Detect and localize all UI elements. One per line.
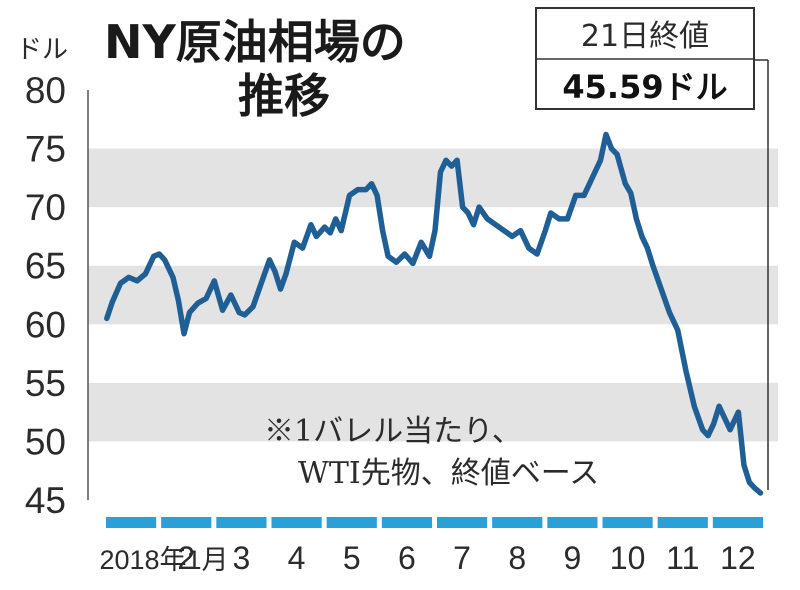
callout-value: 45.59ドル [562,68,727,106]
y-axis-tick-labels: 45 50 55 60 65 70 75 80 [25,70,66,521]
y-tick-label: 50 [25,421,66,462]
y-tick-label: 45 [25,480,66,521]
x-tick-label: 11 [666,540,699,576]
month-bar [602,517,653,528]
x-tick-label: 12 [720,540,756,576]
x-tick-label: 2018年1月 [99,545,228,575]
month-bar [161,517,212,528]
y-tick-label: 60 [25,304,66,345]
last-value-callout: 21日終値 45.59ドル [535,7,769,490]
callout-label: 21日終値 [581,19,709,54]
month-bar [326,517,377,528]
grid-bands [88,148,778,442]
x-tick-label: 4 [288,540,306,576]
month-bar [712,517,763,528]
x-tick-label: 2 [177,540,195,576]
month-bar [271,517,322,528]
x-tick-label: 7 [453,540,471,576]
x-tick-label: 10 [610,540,646,576]
month-bars [106,517,763,528]
x-tick-label: 5 [343,540,361,576]
chart-title-line2: 推移 [238,69,330,123]
y-tick-label: 75 [25,129,66,170]
month-bar [437,517,488,528]
y-tick-label: 55 [25,363,66,404]
chart-title-line1: NY原油相場の [104,15,406,69]
month-bar [106,517,157,528]
y-axis-unit-label: ドル [16,35,68,65]
x-tick-label: 3 [233,540,251,576]
x-tick-label: 6 [398,540,416,576]
grid-band [88,382,778,442]
y-tick-label: 65 [25,246,66,287]
x-tick-label: 9 [564,540,582,576]
month-bar [657,517,708,528]
grid-band [88,148,778,208]
price-line [104,131,764,496]
x-tick-label: 8 [508,540,526,576]
month-bar [381,517,432,528]
month-bar [492,517,543,528]
y-tick-label: 70 [25,187,66,228]
month-bar [547,517,598,528]
y-tick-label: 80 [25,70,66,111]
note-line1: ※1バレル当たり、 [264,414,522,449]
note-line2: WTI先物、終値ベース [298,456,599,491]
month-bar [216,517,267,528]
